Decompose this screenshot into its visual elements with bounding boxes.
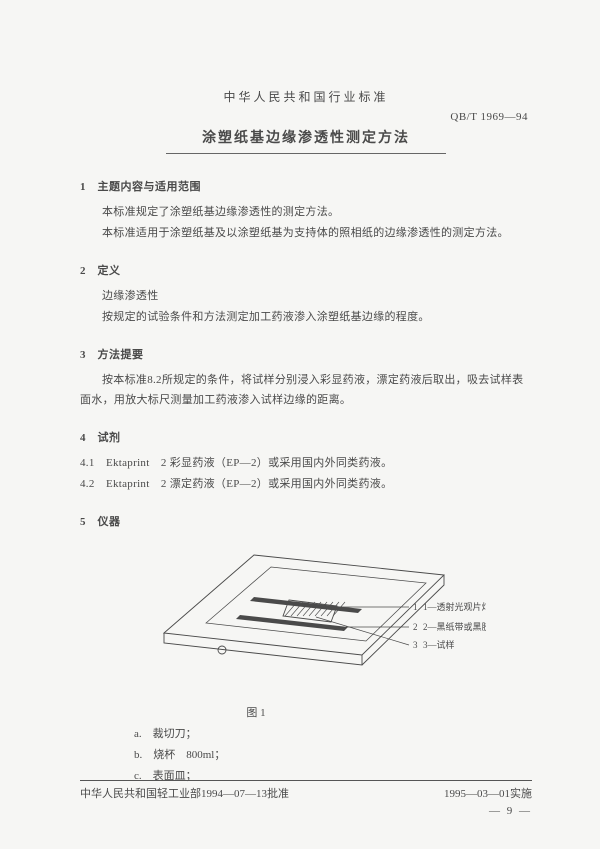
footer-right: 1995—03—01实施	[444, 785, 532, 801]
paragraph: 本标准规定了涂塑纸基边缘渗透性的测定方法。	[80, 202, 532, 223]
footer-rule	[80, 780, 532, 781]
svg-text:2: 2	[413, 622, 418, 632]
section-head: 5 仪器	[80, 513, 532, 529]
apparatus-list: a. 裁切刀； b. 烧杯 800ml； c. 表面皿；	[134, 724, 532, 787]
section-2: 2 定义 边缘渗透性 按规定的试验条件和方法测定加工药液渗入涂塑纸基边缘的程度。	[80, 262, 532, 328]
section-4: 4 试剂 4.1 Ektaprint 2 彩显药液（EP—2）或采用国内外同类药…	[80, 429, 532, 495]
svg-text:2—黑纸带或黑胶带；: 2—黑纸带或黑胶带；	[423, 621, 486, 632]
section-head: 2 定义	[80, 262, 532, 278]
subhead: 边缘渗透性	[80, 286, 532, 307]
figure-caption: 图 1	[0, 704, 532, 720]
page: 中华人民共和国行业标准 QB/T 1969—94 涂塑纸基边缘渗透性测定方法 1…	[0, 0, 600, 849]
section-head: 3 方法提要	[80, 346, 532, 362]
document-header: 中华人民共和国行业标准 QB/T 1969—94 涂塑纸基边缘渗透性测定方法	[80, 88, 532, 154]
standard-code: QB/T 1969—94	[80, 111, 528, 123]
line-item: 4.2 Ektaprint 2 漂定药液（EP—2）或采用国内外同类药液。	[80, 474, 532, 495]
section-head: 1 主题内容与适用范围	[80, 178, 532, 194]
svg-text:3: 3	[413, 640, 418, 650]
svg-text:1: 1	[413, 602, 418, 612]
section-3: 3 方法提要 按本标准8.2所规定的条件，将试样分别浸入彩显药液，漂定药液后取出…	[80, 346, 532, 412]
title-underline	[166, 153, 446, 154]
footer-left: 中华人民共和国轻工业部1994—07—13批准	[80, 785, 289, 801]
page-number: — 9 —	[80, 805, 532, 817]
paragraph: 按本标准8.2所规定的条件，将试样分别浸入彩显药液，漂定药液后取出，吸去试样表面…	[80, 370, 532, 412]
document-title: 涂塑纸基边缘渗透性测定方法	[80, 127, 532, 147]
paragraph: 本标准适用于涂塑纸基及以涂塑纸基为支持体的照相纸的边缘渗透性的测定方法。	[80, 223, 532, 244]
figure-wrap: 1231—透射光观片灯箱；2—黑纸带或黑胶带；3—试样 图 1 a. 裁切刀； …	[80, 537, 532, 787]
line-item: 4.1 Ektaprint 2 彩显药液（EP—2）或采用国内外同类药液。	[80, 453, 532, 474]
apparatus-item: b. 烧杯 800ml；	[134, 745, 532, 766]
section-head: 4 试剂	[80, 429, 532, 445]
supertitle: 中华人民共和国行业标准	[80, 88, 532, 105]
paragraph: 按规定的试验条件和方法测定加工药液渗入涂塑纸基边缘的程度。	[80, 307, 532, 328]
svg-text:3—试样: 3—试样	[423, 639, 455, 650]
section-5: 5 仪器 1231—透射光观片灯箱；2—黑纸带或黑胶带；3—试样 图 1 a. …	[80, 513, 532, 787]
section-1: 1 主题内容与适用范围 本标准规定了涂塑纸基边缘渗透性的测定方法。 本标准适用于…	[80, 178, 532, 244]
svg-text:1—透射光观片灯箱；: 1—透射光观片灯箱；	[423, 601, 486, 612]
figure-1-diagram: 1 2 3 1—透射光观片灯箱； 2—黑纸带或黑胶带； 3—试样	[126, 537, 486, 702]
page-footer: 中华人民共和国轻工业部1994—07—13批准 1995—03—01实施 — 9…	[80, 780, 532, 817]
apparatus-item: a. 裁切刀；	[134, 724, 532, 745]
